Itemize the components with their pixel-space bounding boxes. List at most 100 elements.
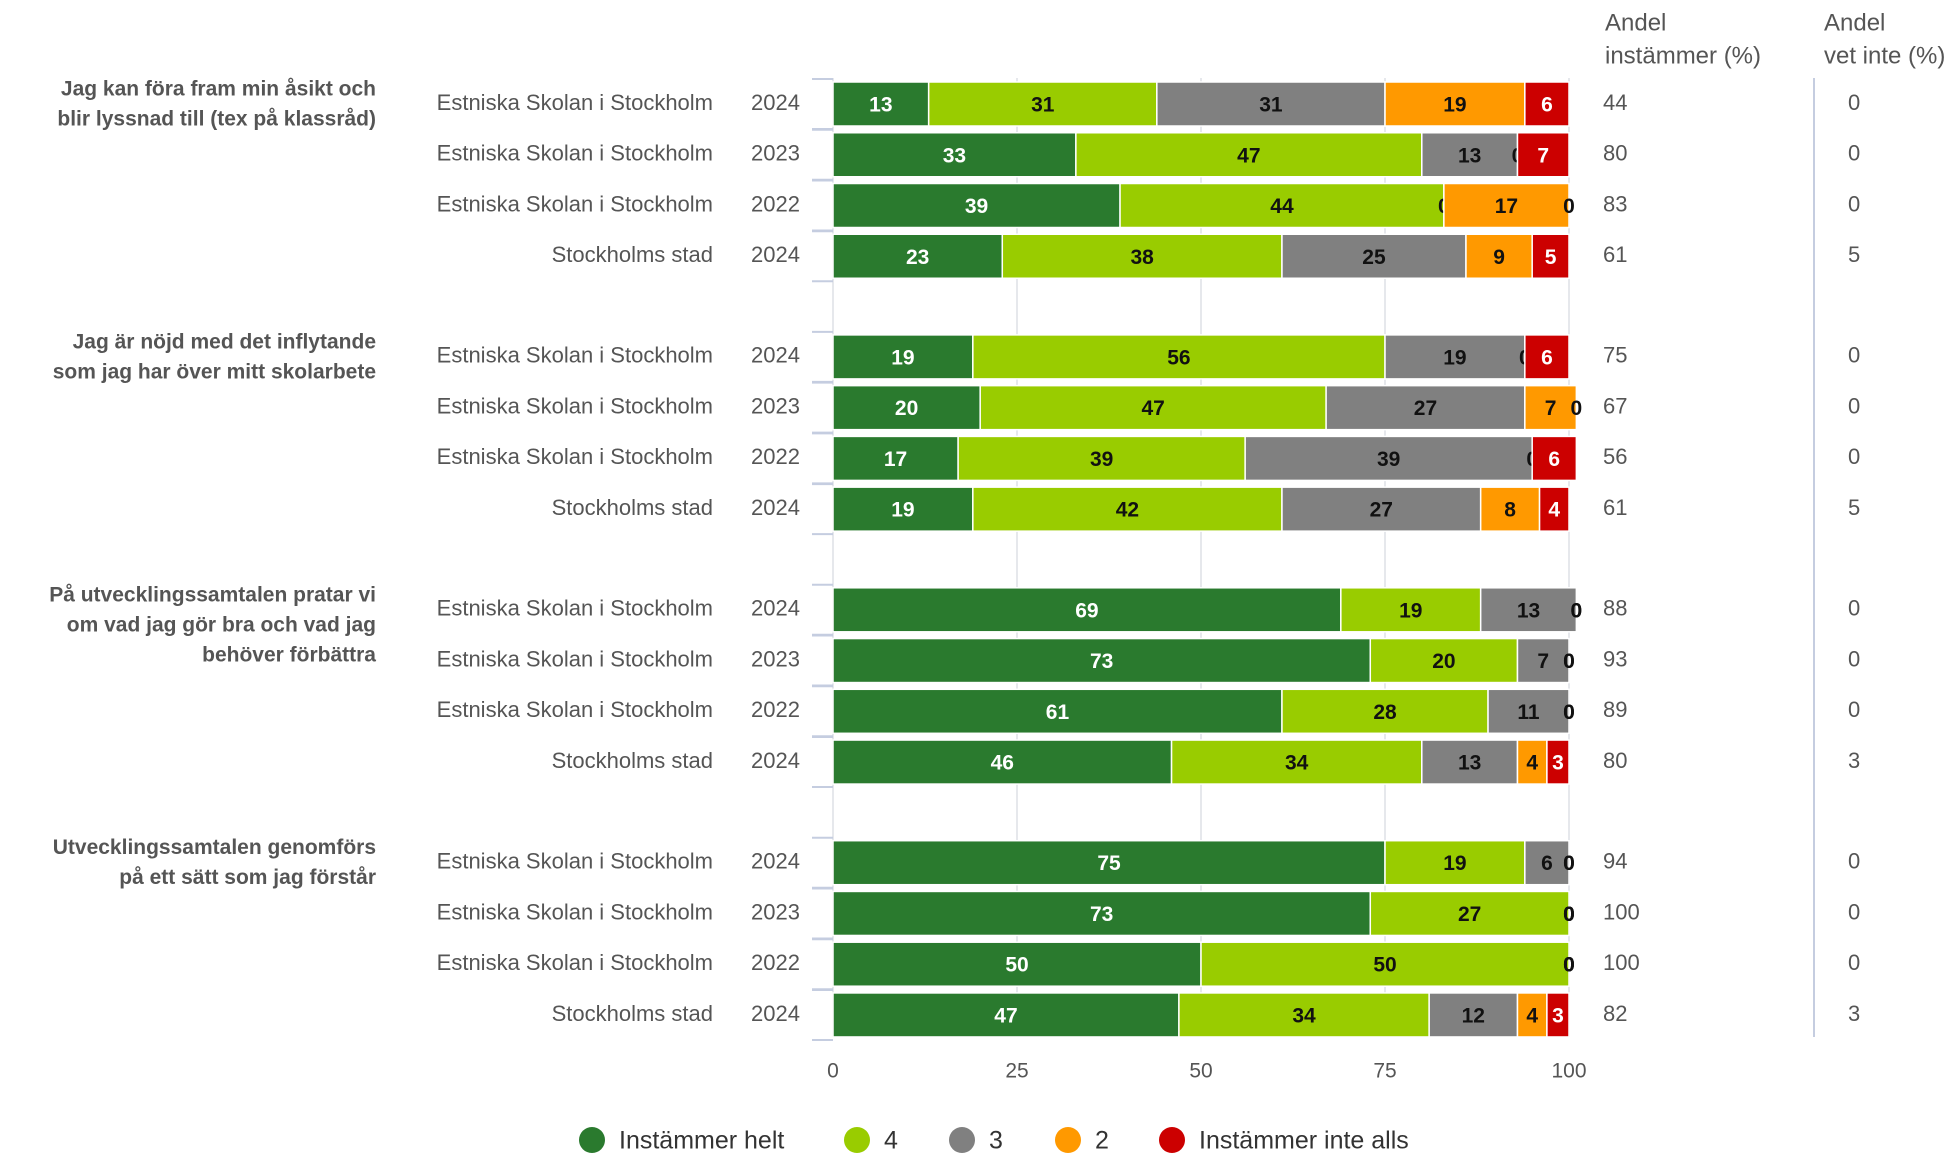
bar-value-label: 17 bbox=[1495, 195, 1518, 218]
share-agree-value: 93 bbox=[1603, 646, 1627, 671]
bar-value-label: 13 bbox=[1458, 752, 1481, 775]
bar-segment bbox=[1516, 637, 1570, 684]
bar-segment bbox=[1384, 334, 1526, 380]
bar-segment bbox=[1281, 486, 1482, 532]
bar-segment bbox=[1178, 992, 1430, 1038]
row-label: Stockholms stad bbox=[552, 1001, 713, 1026]
question-label: på ett sätt som jag förstår bbox=[119, 866, 376, 889]
row-year: 2024 bbox=[751, 242, 800, 267]
row-year: 2022 bbox=[751, 950, 800, 975]
bar-value-label: 33 bbox=[943, 144, 966, 167]
bar-value-label: 0 bbox=[1563, 650, 1575, 673]
column-header: Andel bbox=[1605, 9, 1666, 36]
bar-segment bbox=[832, 637, 1372, 684]
bar-segment bbox=[1170, 739, 1423, 785]
bar-segment bbox=[1465, 233, 1533, 279]
bar-value-label: 50 bbox=[1005, 954, 1028, 977]
bar-value-label: 0 bbox=[1563, 852, 1575, 875]
bar-segment bbox=[1281, 688, 1489, 735]
bar-value-label: 11 bbox=[1517, 701, 1540, 724]
bar-value-label: 0 bbox=[1563, 650, 1575, 673]
x-tick-label: 25 bbox=[1005, 1060, 1028, 1083]
bar-segment bbox=[1479, 486, 1541, 532]
share-agree-value: 82 bbox=[1603, 1001, 1627, 1026]
column-header: Andel bbox=[1824, 9, 1885, 36]
bar-segment bbox=[832, 992, 1180, 1038]
bar-value-label: 47 bbox=[1237, 144, 1260, 167]
bar-value-label: 61 bbox=[1046, 701, 1070, 724]
bar-value-label: 4 bbox=[1526, 1004, 1538, 1027]
share-agree-value: 61 bbox=[1603, 242, 1627, 267]
bar-value-label: 3 bbox=[1552, 752, 1564, 775]
share-unknown-value: 0 bbox=[1848, 191, 1860, 216]
bar-value-label: 38 bbox=[1130, 246, 1154, 269]
bar-value-label: 9 bbox=[1493, 246, 1505, 269]
bar-value-label: 0 bbox=[1563, 701, 1575, 724]
row-label: Estniska Skolan i Stockholm bbox=[437, 596, 713, 621]
row-year: 2023 bbox=[751, 393, 800, 418]
bar-segment bbox=[1531, 435, 1578, 482]
bar-value-label: 8 bbox=[1504, 499, 1516, 522]
legend-marker bbox=[1159, 1127, 1185, 1153]
bar-segment bbox=[972, 486, 1283, 532]
share-unknown-value: 0 bbox=[1848, 646, 1860, 671]
row-year: 2024 bbox=[751, 1001, 800, 1026]
bar-value-label: 39 bbox=[965, 195, 988, 218]
bar-segment bbox=[832, 435, 959, 482]
bar-value-label: 0 bbox=[1563, 954, 1575, 977]
bar-value-label: 34 bbox=[1285, 752, 1309, 775]
bar-value-label: 5 bbox=[1545, 246, 1557, 269]
bar-value-label: 56 bbox=[1167, 346, 1190, 369]
x-tick-label: 0 bbox=[827, 1060, 839, 1083]
row-year: 2022 bbox=[751, 191, 800, 216]
row-year: 2022 bbox=[751, 697, 800, 722]
bar-segment bbox=[1524, 81, 1570, 127]
bar-segment bbox=[1516, 992, 1548, 1038]
legend-marker bbox=[579, 1127, 605, 1153]
bar-segment bbox=[832, 587, 1342, 633]
row-label: Estniska Skolan i Stockholm bbox=[437, 90, 713, 115]
share-unknown-value: 5 bbox=[1848, 495, 1860, 520]
bar-segment bbox=[832, 182, 1121, 229]
bar-value-label: 34 bbox=[1292, 1004, 1316, 1027]
share-agree-value: 61 bbox=[1603, 495, 1627, 520]
share-agree-value: 94 bbox=[1603, 849, 1627, 874]
row-year: 2024 bbox=[751, 748, 800, 773]
bar-value-label: 47 bbox=[994, 1004, 1017, 1027]
bar-segment bbox=[1516, 739, 1548, 785]
bar-value-label: 75 bbox=[1097, 852, 1121, 875]
bar-segment bbox=[1516, 132, 1570, 178]
share-unknown-value: 0 bbox=[1848, 90, 1860, 115]
bar-value-label: 0 bbox=[1571, 599, 1583, 622]
bar-segment bbox=[1325, 384, 1526, 431]
bar-value-label: 46 bbox=[991, 752, 1014, 775]
row-year: 2024 bbox=[751, 849, 800, 874]
bar-value-label: 12 bbox=[1462, 1004, 1485, 1027]
legend-label: Instämmer inte alls bbox=[1199, 1127, 1409, 1153]
share-unknown-value: 0 bbox=[1848, 849, 1860, 874]
row-label: Estniska Skolan i Stockholm bbox=[437, 899, 713, 924]
bar-segment bbox=[1369, 890, 1570, 937]
legend-marker bbox=[844, 1127, 870, 1153]
share-unknown-value: 0 bbox=[1848, 596, 1860, 621]
question-label: Jag kan föra fram min åsikt och bbox=[61, 78, 376, 101]
row-label: Estniska Skolan i Stockholm bbox=[437, 697, 713, 722]
bar-value-label: 0 bbox=[1563, 852, 1575, 875]
question-label: behöver förbättra bbox=[202, 643, 376, 666]
legend-label: 3 bbox=[989, 1127, 1003, 1153]
bar-value-label: 7 bbox=[1537, 650, 1549, 673]
bar-value-label: 0 bbox=[1571, 599, 1583, 622]
bar-segment bbox=[1340, 587, 1482, 633]
bar-value-label: 3 bbox=[1552, 1004, 1564, 1027]
bar-segment bbox=[1421, 132, 1519, 178]
share-agree-value: 83 bbox=[1603, 191, 1627, 216]
question-label: Utvecklingssamtalen genomförs bbox=[53, 836, 376, 859]
bar-value-label: 27 bbox=[1458, 903, 1481, 926]
column-header: vet inte (%) bbox=[1824, 42, 1945, 69]
bar-value-label: 39 bbox=[1377, 448, 1400, 471]
share-unknown-value: 0 bbox=[1848, 444, 1860, 469]
bar-segment bbox=[1531, 233, 1570, 279]
bar-value-label: 20 bbox=[895, 397, 918, 420]
bar-value-label: 6 bbox=[1548, 448, 1560, 471]
